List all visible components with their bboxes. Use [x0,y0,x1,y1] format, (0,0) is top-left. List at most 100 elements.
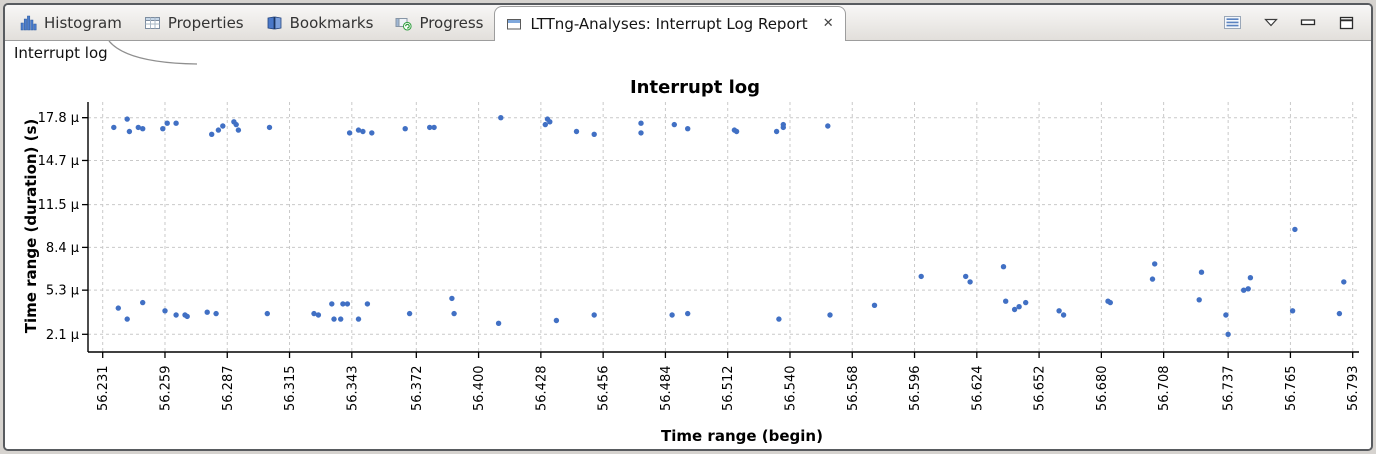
data-point [553,317,560,324]
data-point [140,126,146,132]
view-tab-bar: Histogram Properties Bookmarks Progress LTTn… [5,5,1371,41]
interrupt-log-plot[interactable]: 56.231 56.259 56.287 56.315 56.343 56.372 56.4… [5,67,1371,451]
data-point [685,126,691,132]
subtab-interrupt-log[interactable]: Interrupt log [14,44,108,62]
data-point [213,310,219,317]
data-point [124,116,130,122]
tab-label: Progress [419,13,484,32]
data-point [1107,299,1114,306]
data-point [369,130,375,136]
data-point [1225,331,1231,337]
data-point [266,124,273,131]
bookmarks-icon [266,15,283,31]
data-point [173,312,179,318]
data-point [427,124,433,131]
data-point [315,312,322,318]
data-point [1000,264,1007,270]
view-menu-icon[interactable] [1223,15,1242,30]
tab-histogram[interactable]: Histogram [9,5,133,41]
tab-label: Bookmarks [289,13,374,32]
data-point [495,320,502,326]
report-icon [506,16,523,32]
y-tick-label: 8.4 µ [46,241,79,256]
data-point [346,130,353,136]
data-point [162,308,168,314]
data-point [1016,304,1022,310]
view-content: Interrupt log 56.231 56.259 56.287 56.315 56… [5,41,1371,449]
data-point [1056,308,1062,314]
data-point [685,310,691,317]
data-point [498,115,504,121]
chart-subtab-row: Interrupt log [5,41,1371,67]
x-tick-label: 56.231 [96,366,111,412]
data-point [173,120,179,126]
data-point [164,120,170,126]
view-frame: Histogram Properties Bookmarks Progress LTTn… [3,3,1373,451]
dropdown-arrow-icon[interactable] [1264,18,1278,27]
x-tick-label: 56.400 [472,366,487,412]
x-tick-label: 56.484 [659,366,674,412]
data-point [1196,297,1202,303]
scatter-chart: 56.231 56.259 56.287 56.315 56.343 56.372 56.4… [5,67,1371,449]
x-tick-label: 56.793 [1346,366,1361,412]
data-point [1023,299,1029,306]
y-axis-title: Time range (duration) (s) [22,119,40,334]
data-point [1011,306,1018,313]
data-point [671,121,677,128]
data-point [355,127,362,133]
tab-label: Histogram [44,13,122,32]
progress-icon [395,15,413,31]
x-tick-label: 56.456 [597,366,612,412]
data-point [1292,226,1298,233]
x-tick-label: 56.428 [534,366,549,412]
data-point [542,121,548,128]
x-tick-label: 56.315 [283,366,298,412]
y-tick-label: 2.1 µ [46,328,79,343]
data-point [1223,312,1229,318]
data-point [547,119,553,125]
x-tick-label: 56.624 [970,366,985,412]
maximize-icon[interactable] [1339,16,1355,30]
x-tick-label: 56.343 [345,366,360,412]
x-tick-label: 56.708 [1157,366,1172,412]
data-point [451,310,457,317]
data-point [140,299,146,306]
data-point [209,131,215,137]
data-point [1003,298,1009,304]
data-point [1198,269,1205,275]
data-point [360,128,366,135]
data-point [340,301,346,307]
data-point [344,301,351,307]
data-point [311,310,317,317]
data-point [591,131,597,137]
data-point [638,120,644,126]
data-point [431,124,437,131]
tab-lttng-analyses-interrupt-log-report[interactable]: LTTng-Analyses: Interrupt Log Report ✕ [494,5,846,41]
close-icon[interactable]: ✕ [822,16,834,31]
y-tick-label: 5.3 µ [46,284,79,299]
data-point [115,305,122,311]
tab-bookmarks[interactable]: Bookmarks [255,5,385,41]
x-tick-label: 56.652 [1033,366,1048,412]
tab-properties[interactable]: Properties [133,5,255,41]
data-point [773,128,780,135]
y-tick-label: 17.8 µ [38,111,79,126]
x-tick-label: 56.512 [721,366,736,412]
data-point [111,124,117,131]
data-point [355,316,362,322]
data-point [1241,287,1247,293]
data-point [160,126,166,132]
data-point [825,123,831,129]
data-point [638,130,644,136]
x-tick-label: 56.765 [1284,366,1299,412]
data-point [1245,286,1251,292]
x-tick-label: 56.287 [221,366,236,412]
data-point [338,316,344,322]
tab-progress[interactable]: Progress [384,5,494,41]
minimize-icon[interactable] [1300,18,1317,27]
data-point [1336,310,1343,317]
data-point [126,128,133,135]
data-point [364,301,371,307]
data-point [776,316,782,322]
